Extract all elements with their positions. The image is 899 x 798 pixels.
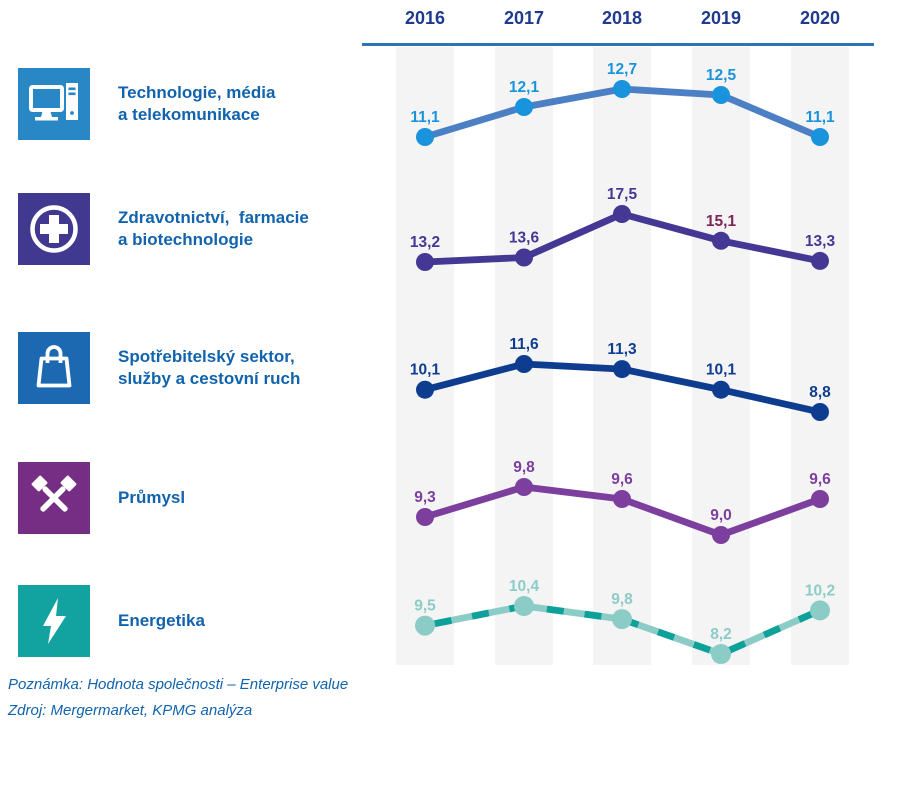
data-point <box>612 609 632 630</box>
sector-icon <box>18 68 90 140</box>
computer-icon <box>29 83 78 121</box>
sector-icon <box>18 585 90 657</box>
column-band <box>593 47 651 665</box>
column-band <box>396 47 454 665</box>
data-point-label: 9,5 <box>414 598 436 615</box>
sector-label-line: a biotechnologie <box>118 230 254 249</box>
data-point-label: 10,1 <box>706 362 737 379</box>
data-point <box>811 403 829 421</box>
data-point-label: 9,0 <box>710 507 732 524</box>
data-point <box>416 508 434 526</box>
sector-label-line: Zdravotnictví, farmacie <box>118 208 309 227</box>
line-chart-technology: 11,1 12,1 12,7 12,5 11,1 <box>410 61 835 146</box>
sector-label: Technologie, média a telekomunikace <box>118 68 275 140</box>
data-point <box>515 98 533 116</box>
data-point-label: 11,3 <box>607 341 637 358</box>
data-point <box>810 600 830 621</box>
year-label: 2017 <box>503 8 545 28</box>
year-label: 2020 <box>799 8 841 28</box>
sector-icon <box>18 462 90 534</box>
data-point <box>415 615 435 636</box>
data-point-label: 10,2 <box>805 582 835 599</box>
data-point <box>811 490 829 508</box>
data-point <box>712 86 730 104</box>
data-point <box>515 248 533 267</box>
data-point-label: 9,3 <box>414 489 436 506</box>
data-point-label: 9,6 <box>809 471 831 488</box>
data-point <box>613 205 631 223</box>
data-point <box>712 526 730 544</box>
line-chart-industry: 9,3 9,8 9,6 9,0 9,6 <box>414 459 831 544</box>
data-point <box>416 128 434 146</box>
data-point-label: 12,5 <box>706 67 737 84</box>
data-point-label: 13,2 <box>410 234 440 251</box>
data-point <box>613 490 631 508</box>
year-label: 2016 <box>404 8 446 28</box>
sector-label-line: Technologie, média <box>118 83 276 102</box>
data-point-label: 11,6 <box>509 336 539 353</box>
data-point <box>811 128 829 146</box>
data-point-label: 13,3 <box>805 233 836 250</box>
data-point <box>514 596 534 616</box>
data-point <box>711 644 731 664</box>
data-point-label: 10,4 <box>509 578 540 595</box>
data-point <box>416 380 434 399</box>
data-point-label: 15,1 <box>706 213 737 230</box>
data-point <box>416 253 434 271</box>
data-point-label: 11,1 <box>410 109 440 126</box>
data-point <box>811 251 829 270</box>
data-point <box>515 478 533 496</box>
sector-row-energy: Energetika <box>0 585 360 657</box>
line-chart-consumer: 10,1 11,6 11,3 10,1 8,8 <box>410 336 831 421</box>
data-point-label: 12,7 <box>607 61 637 78</box>
sector-row-consumer: Spotřebitelský sektor, služby a cestovní… <box>0 332 360 404</box>
data-point <box>613 80 631 98</box>
sector-label-line: služby a cestovní ruch <box>118 369 301 388</box>
source-text: Zdroj: Mergermarket, KPMG analýza <box>8 702 253 719</box>
data-point-label: 17,5 <box>607 186 638 203</box>
sector-label-line: Spotřebitelský sektor, <box>118 347 295 366</box>
sector-row-industry: Průmysl <box>0 462 360 534</box>
line-chart-healthcare: 13,2 13,6 17,5 15,1 13,3 <box>410 186 836 271</box>
data-point-label: 8,2 <box>710 626 732 643</box>
sector-row-technology: Technologie, média a telekomunikace <box>0 68 360 140</box>
lightning-icon <box>43 598 66 644</box>
note-text: Poznámka: Hodnota společnosti – Enterpri… <box>8 676 349 693</box>
column-band <box>791 47 849 665</box>
sector-label-line: Energetika <box>118 611 205 630</box>
data-point <box>515 355 533 373</box>
line-chart-energy: 9,5 10,4 9,8 8,2 10,2 <box>414 578 835 664</box>
medical-cross-icon <box>30 205 78 253</box>
sector-label: Energetika <box>118 585 205 657</box>
sector-icon <box>18 193 90 265</box>
sector-icon <box>18 332 90 404</box>
data-point <box>613 360 631 379</box>
sector-label-line: a telekomunikace <box>118 105 260 124</box>
crossed-hammers-icon <box>31 475 77 512</box>
data-point <box>712 380 730 399</box>
sector-label: Zdravotnictví, farmacie a biotechnologie <box>118 193 309 265</box>
data-point <box>712 231 730 250</box>
data-point-label: 9,6 <box>611 471 633 488</box>
header-underline <box>362 43 874 46</box>
shopping-bag-icon <box>36 345 72 388</box>
sector-label: Průmysl <box>118 462 185 534</box>
sector-label-line: Průmysl <box>118 488 186 507</box>
year-label: 2018 <box>601 8 643 28</box>
data-point-label: 8,8 <box>809 384 831 401</box>
data-point-label: 12,1 <box>509 79 540 96</box>
sector-row-healthcare: Zdravotnictví, farmacie a biotechnologie <box>0 193 360 265</box>
sector-label: Spotřebitelský sektor, služby a cestovní… <box>118 332 300 404</box>
year-label: 2019 <box>700 8 742 28</box>
data-point-label: 9,8 <box>513 459 535 476</box>
data-point-label: 13,6 <box>509 230 540 247</box>
column-band <box>692 47 750 665</box>
data-point-label: 9,8 <box>611 591 633 608</box>
data-point-label: 10,1 <box>410 362 441 379</box>
data-point-label: 11,1 <box>805 109 835 126</box>
